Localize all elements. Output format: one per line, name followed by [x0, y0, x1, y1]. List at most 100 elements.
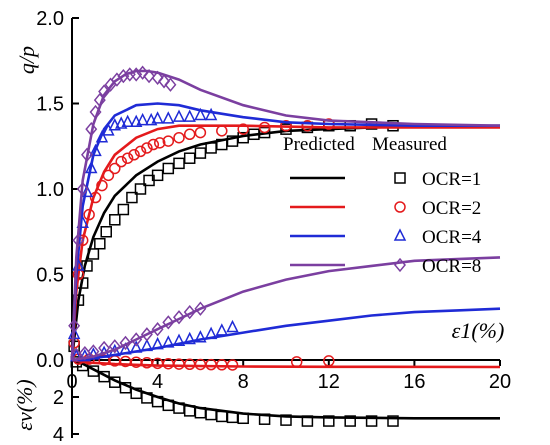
measured-point-lower: [130, 332, 143, 347]
measured-point: [95, 130, 109, 143]
measured-point: [151, 111, 164, 124]
x-tick-label: 8: [238, 371, 249, 393]
measured-point: [183, 109, 196, 122]
measured-point: [87, 248, 100, 260]
measured-point: [93, 92, 106, 108]
measured-point: [98, 84, 111, 99]
measured-ev-point: [258, 413, 271, 425]
measured-point: [143, 68, 156, 84]
measured-point: [205, 142, 217, 154]
measured-point: [68, 318, 81, 333]
measured-point: [194, 147, 207, 159]
legend-label-ocr-4: OCR=4: [422, 227, 482, 248]
measured-point-lower: [215, 323, 229, 336]
legend-label-ocr-8: OCR=8: [422, 256, 481, 277]
legend-label-ocr-2: OCR=2: [422, 198, 481, 219]
series-ocr-4: [67, 102, 501, 362]
y-axis-label-top: q/p: [14, 46, 39, 74]
measured-point: [76, 181, 89, 197]
legend-label-ocr-1: OCR=1: [422, 169, 481, 190]
measured-point-lower: [183, 304, 196, 320]
measured-point: [164, 77, 177, 92]
measured-point: [151, 169, 164, 182]
y-tick-label: 0.5: [36, 265, 64, 287]
measured-point: [72, 233, 85, 248]
measured-point: [128, 149, 140, 161]
measured-point: [151, 70, 164, 86]
predicted-ev-line: [71, 358, 501, 369]
measured-point-lower: [204, 326, 218, 340]
series-layer: [67, 65, 501, 427]
measured-point-lower: [173, 310, 185, 325]
measured-point: [96, 179, 108, 192]
measured-point: [89, 143, 102, 157]
measured-point: [134, 183, 147, 195]
measured-point: [89, 104, 102, 120]
measured-point-lower: [140, 338, 154, 352]
measured-point-lower: [151, 322, 164, 337]
measured-point: [153, 137, 166, 149]
measured-point: [216, 125, 228, 137]
measured-point: [301, 119, 314, 132]
measured-point: [172, 109, 186, 122]
measured-ev-point: [226, 359, 239, 371]
x-axis-label: ε1(%): [452, 318, 505, 343]
measured-point-lower: [162, 315, 175, 330]
measured-point: [162, 162, 175, 175]
x-tick-label: 20: [489, 371, 511, 393]
measured-ev-point: [344, 415, 356, 427]
x-tick-label: 0: [66, 371, 77, 393]
measured-point-lower: [119, 342, 132, 355]
x-tick-label: 12: [318, 371, 340, 393]
measured-point-lower: [226, 319, 239, 333]
series-ocr-8: [68, 65, 501, 363]
measured-point: [117, 203, 130, 216]
measured-point: [237, 123, 249, 135]
measured-point-lower: [194, 301, 207, 316]
measured-point: [94, 237, 106, 250]
measured-point: [109, 214, 121, 226]
measured-point-lower: [151, 336, 164, 350]
measured-point-lower: [172, 333, 186, 346]
measured-point-lower: [183, 331, 196, 345]
measured-point-lower: [194, 330, 207, 343]
measured-ev-point: [205, 358, 217, 371]
measured-point: [136, 112, 149, 126]
measured-ev-point: [216, 359, 228, 371]
measured-ev-point: [301, 415, 314, 427]
measured-ev-point: [237, 412, 249, 425]
predicted-ev-line: [71, 358, 500, 420]
measured-point: [130, 67, 143, 82]
x-tick-label: 4: [152, 371, 163, 393]
y-tick-label: 1.0: [36, 179, 64, 201]
legend-marker-ocr-2: [394, 201, 406, 213]
measured-point: [147, 138, 160, 151]
measured-point: [121, 114, 134, 128]
y-tick-label: 2.0: [36, 8, 64, 30]
legend-marker-ocr-1: [394, 172, 406, 184]
measured-point: [204, 107, 218, 121]
measured-point: [258, 126, 271, 139]
axes: 0.0 0.5 1.0 1.5 2.0 2 4 0 4 8 12 16 20 q/p εv(%) ε1(%): [12, 8, 511, 445]
measured-point-lower: [140, 327, 153, 342]
measured-point: [136, 65, 149, 80]
measured-ev-point: [387, 415, 399, 427]
measured-point: [280, 119, 292, 132]
measured-point: [83, 208, 95, 221]
measured-ev-point: [290, 356, 303, 368]
measured-point: [173, 131, 185, 144]
measured-point: [258, 121, 271, 134]
measured-ev-point: [365, 415, 378, 427]
measured-point: [115, 155, 127, 168]
measured-point: [183, 128, 196, 141]
y-tick-label: 1.5: [36, 94, 64, 116]
measured-point: [173, 157, 185, 170]
legend: Predicted Measured OCR=1 OCR=2 OCR=4 OCR=8: [283, 134, 482, 277]
measured-ev-point: [216, 410, 228, 423]
measured-point: [194, 126, 207, 139]
legend-header-predicted: Predicted: [283, 134, 355, 155]
measured-point: [126, 191, 138, 204]
measured-point: [158, 74, 170, 89]
measured-point-lower: [87, 344, 100, 359]
